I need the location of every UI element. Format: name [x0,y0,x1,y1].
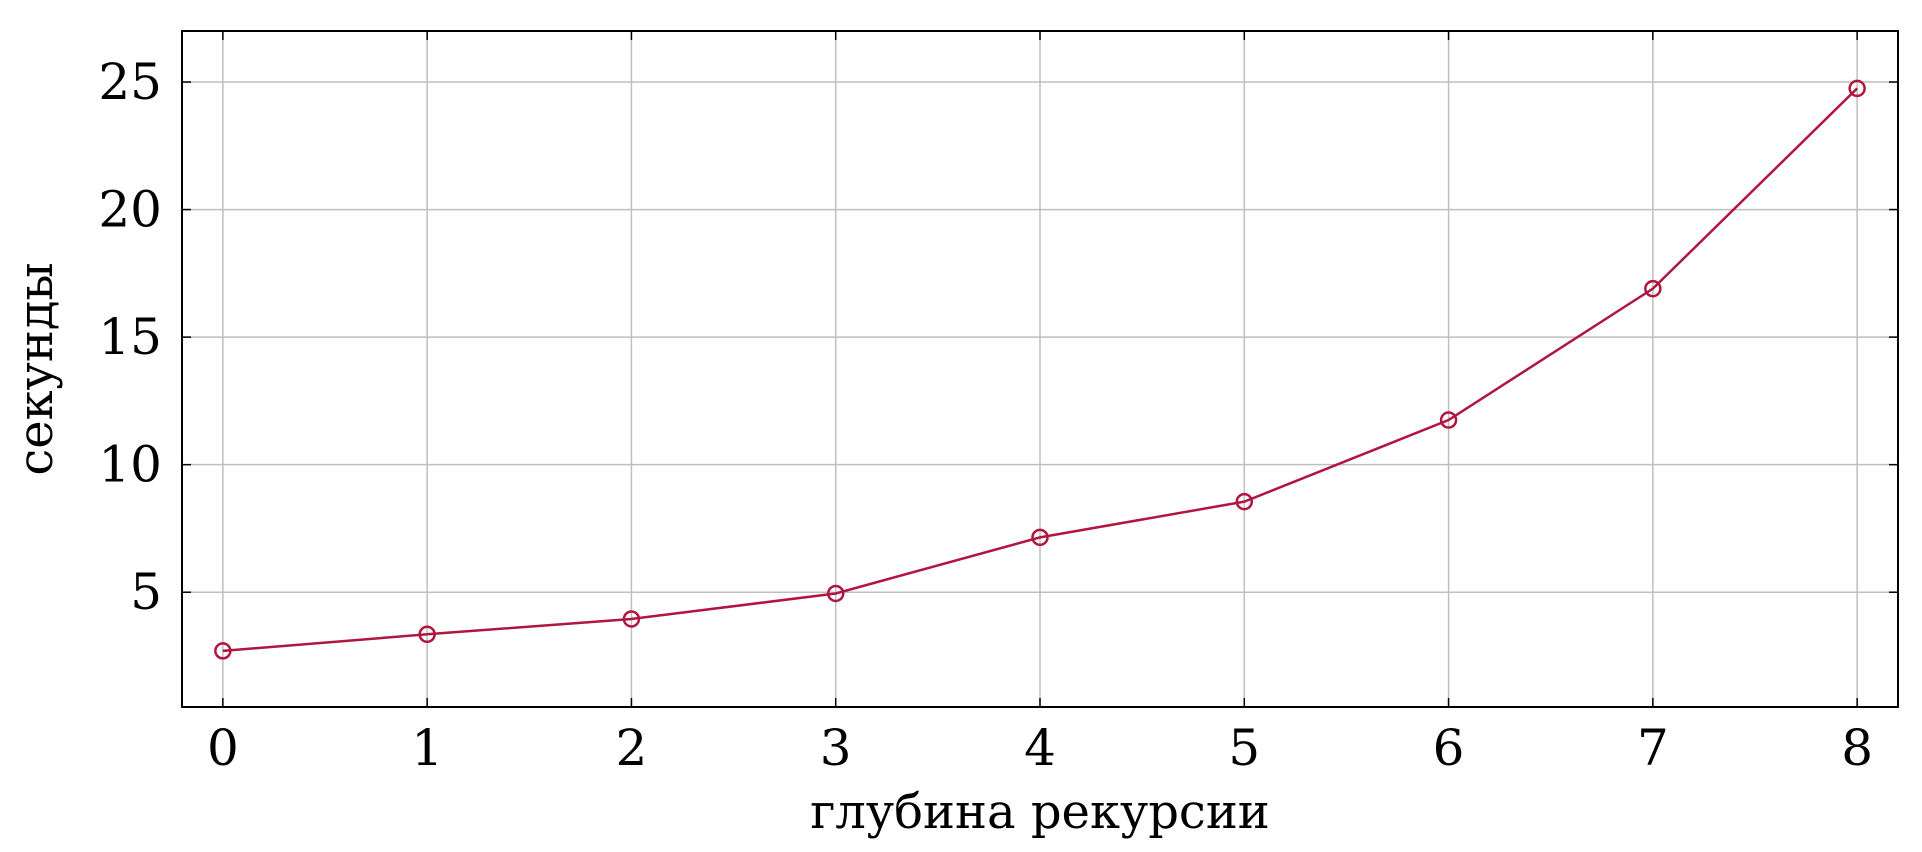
data-point [622,610,641,628]
series-line [222,87,1859,653]
data-point [1439,411,1458,429]
data-point [1031,528,1049,547]
y-tick-labels: 5 10 15 20 25 [98,53,162,621]
x-tick-label: 3 [820,719,852,777]
data-point [214,642,232,660]
y-tick-label: 15 [98,308,162,366]
x-tick-labels: 0 1 2 3 4 5 6 7 8 [207,719,1873,777]
grid-lines [182,31,1898,707]
x-tick-label: 6 [1433,719,1465,777]
data-point [418,625,436,644]
x-tick-label: 8 [1841,719,1873,777]
y-axis-label: секунды [8,262,64,475]
y-tick-label: 10 [98,436,162,494]
y-tick-label: 25 [98,53,162,111]
data-point [1644,279,1662,298]
data-point [826,584,845,603]
x-axis-label: глубина рекурсии [810,784,1270,840]
data-series [214,79,1866,660]
x-tick-label: 0 [207,719,239,777]
y-tick-label: 5 [130,563,162,621]
x-tick-label: 2 [616,719,648,777]
x-tick-label: 1 [411,719,443,777]
x-tick-label: 7 [1637,719,1669,777]
data-point [1848,79,1866,98]
y-tick-label: 20 [98,181,162,239]
x-tick-label: 4 [1024,719,1056,777]
plot-frame [181,30,1899,708]
x-tick-label: 5 [1228,719,1260,777]
data-point [1235,492,1254,511]
